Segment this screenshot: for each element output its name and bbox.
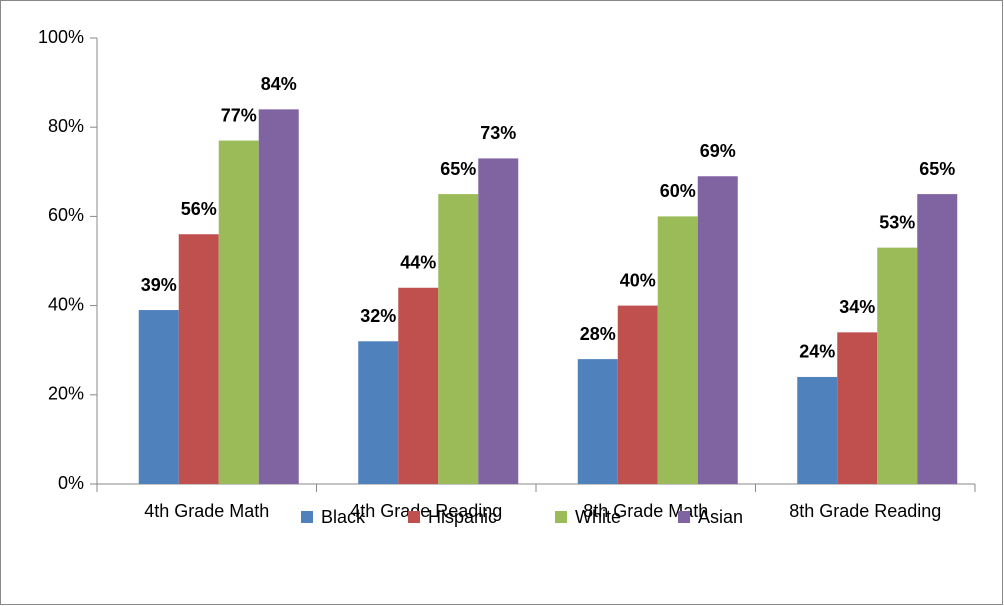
bar: [398, 287, 439, 484]
y-tick-label: 60%: [48, 205, 84, 225]
value-label: 73%: [480, 123, 516, 143]
legend-label: Asian: [698, 507, 743, 527]
legend-swatch: [555, 511, 567, 523]
value-label: 28%: [580, 324, 616, 344]
x-tick-label: 8th Grade Math: [583, 501, 708, 521]
value-label: 65%: [440, 159, 476, 179]
legend-label: White: [575, 507, 621, 527]
legend-label: Black: [321, 507, 366, 527]
x-tick-label: 4th Grade Reading: [350, 501, 502, 521]
y-tick-label: 80%: [48, 116, 84, 136]
legend-label: Hispanic: [428, 507, 497, 527]
legend-swatch: [678, 511, 690, 523]
bar: [657, 216, 698, 484]
value-label: 34%: [839, 297, 875, 317]
bar: [478, 158, 519, 485]
value-label: 77%: [221, 105, 257, 125]
value-label: 69%: [700, 141, 736, 161]
value-label: 65%: [919, 159, 955, 179]
bar: [178, 234, 219, 484]
y-tick-label: 20%: [48, 384, 84, 404]
bar: [797, 376, 838, 484]
bar: [577, 359, 618, 484]
y-tick-label: 0%: [58, 473, 84, 493]
value-label: 84%: [261, 74, 297, 94]
value-label: 39%: [141, 275, 177, 295]
value-label: 24%: [799, 342, 835, 362]
x-tick-label: 4th Grade Math: [144, 501, 269, 521]
value-label: 40%: [620, 270, 656, 290]
y-tick-label: 100%: [38, 27, 84, 47]
bar: [218, 140, 259, 484]
bar: [138, 310, 179, 484]
bar: [617, 305, 658, 484]
value-label: 44%: [400, 253, 436, 273]
y-tick-label: 40%: [48, 294, 84, 314]
legend-swatch: [301, 511, 313, 523]
bar: [438, 194, 479, 484]
value-label: 53%: [879, 212, 915, 232]
bar: [837, 332, 878, 484]
bar: [917, 194, 958, 484]
value-label: 32%: [360, 306, 396, 326]
bar: [697, 176, 738, 484]
bar: [877, 247, 918, 484]
value-label: 56%: [181, 199, 217, 219]
value-label: 60%: [660, 181, 696, 201]
bar: [258, 109, 299, 485]
bar: [358, 341, 399, 484]
x-tick-label: 8th Grade Reading: [789, 501, 941, 521]
legend-swatch: [408, 511, 420, 523]
